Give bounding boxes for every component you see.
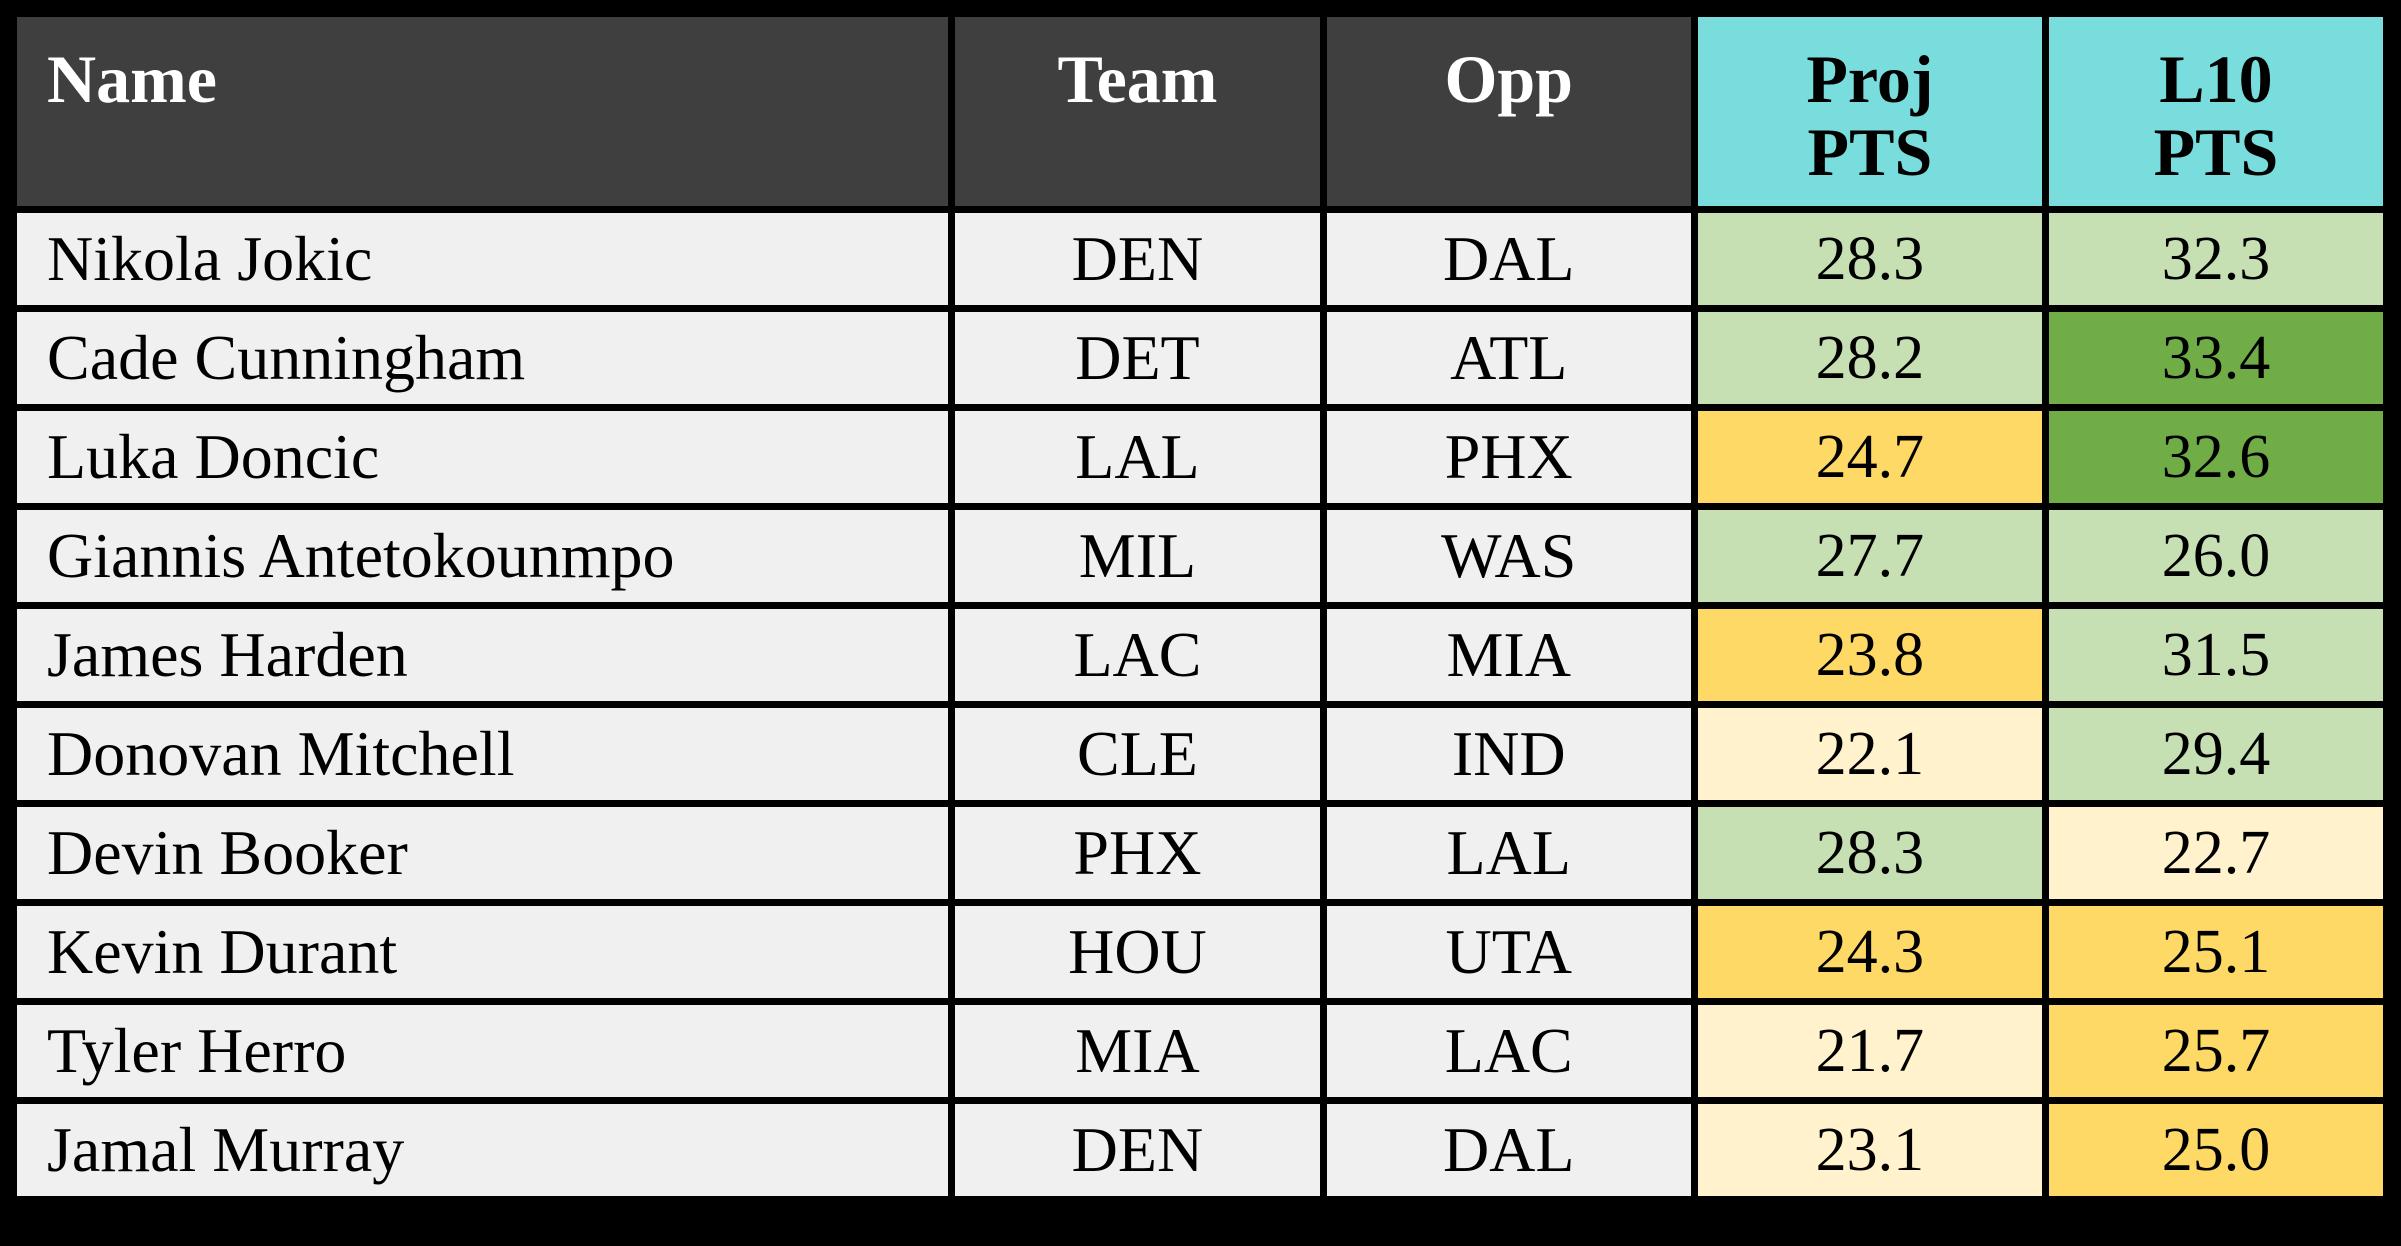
player-team-cell: CLE <box>948 701 1327 807</box>
proj-pts-cell: 23.1 <box>1690 1097 2049 1203</box>
l10-pts-cell: 25.7 <box>2041 998 2391 1104</box>
proj-pts-cell: 24.3 <box>1690 899 2049 1005</box>
header-row: Name Team Opp Proj PTS L10 PTS <box>9 10 2391 213</box>
l10-pts-cell: 31.5 <box>2041 602 2391 708</box>
proj-pts-cell: 23.8 <box>1690 602 2049 708</box>
l10-pts-cell: 22.7 <box>2041 800 2391 906</box>
player-name-cell: Donovan Mitchell <box>9 701 956 807</box>
player-row: James Harden LAC MIA 23.8 31.5 <box>9 602 2391 708</box>
player-team-cell: DEN <box>948 1097 1327 1203</box>
l10-pts-cell: 32.6 <box>2041 404 2391 510</box>
l10-pts-cell: 32.3 <box>2041 206 2391 312</box>
player-row: Tyler Herro MIA LAC 21.7 25.7 <box>9 998 2391 1104</box>
player-opp-cell: ATL <box>1319 305 1698 411</box>
proj-pts-line1: Proj <box>1806 41 1934 117</box>
l10-pts-cell: 25.0 <box>2041 1097 2391 1203</box>
player-opp-cell: DAL <box>1319 206 1698 312</box>
proj-pts-cell: 28.3 <box>1690 800 2049 906</box>
l10-pts-cell: 26.0 <box>2041 503 2391 609</box>
player-team-cell: MIA <box>948 998 1327 1104</box>
column-header-l10-pts: L10 PTS <box>2041 10 2391 213</box>
player-name-cell: Cade Cunningham <box>9 305 956 411</box>
player-opp-cell: IND <box>1319 701 1698 807</box>
player-opp-cell: UTA <box>1319 899 1698 1005</box>
proj-pts-cell: 22.1 <box>1690 701 2049 807</box>
player-opp-cell: DAL <box>1319 1097 1698 1203</box>
l10-pts-line1: L10 <box>2159 41 2273 117</box>
proj-pts-cell: 27.7 <box>1690 503 2049 609</box>
player-points-table-wrap: Name Team Opp Proj PTS L10 PTS Nikola Jo… <box>9 10 2391 1203</box>
column-header-proj-pts: Proj PTS <box>1690 10 2049 213</box>
player-team-cell: DEN <box>948 206 1327 312</box>
player-name-cell: Luka Doncic <box>9 404 956 510</box>
player-row: Jamal Murray DEN DAL 23.1 25.0 <box>9 1097 2391 1203</box>
player-row: Giannis Antetokounmpo MIL WAS 27.7 26.0 <box>9 503 2391 609</box>
player-name-cell: Nikola Jokic <box>9 206 956 312</box>
player-opp-cell: MIA <box>1319 602 1698 708</box>
player-row: Donovan Mitchell CLE IND 22.1 29.4 <box>9 701 2391 807</box>
proj-pts-cell: 28.3 <box>1690 206 2049 312</box>
player-name-cell: James Harden <box>9 602 956 708</box>
l10-pts-cell: 33.4 <box>2041 305 2391 411</box>
player-opp-cell: LAL <box>1319 800 1698 906</box>
player-opp-cell: WAS <box>1319 503 1698 609</box>
player-opp-cell: PHX <box>1319 404 1698 510</box>
player-team-cell: PHX <box>948 800 1327 906</box>
player-row: Cade Cunningham DET ATL 28.2 33.4 <box>9 305 2391 411</box>
proj-pts-cell: 28.2 <box>1690 305 2049 411</box>
proj-pts-cell: 24.7 <box>1690 404 2049 510</box>
player-name-cell: Tyler Herro <box>9 998 956 1104</box>
player-opp-cell: LAC <box>1319 998 1698 1104</box>
player-team-cell: MIL <box>948 503 1327 609</box>
player-name-cell: Kevin Durant <box>9 899 956 1005</box>
column-header-name: Name <box>9 10 956 213</box>
player-points-table: Name Team Opp Proj PTS L10 PTS Nikola Jo… <box>9 10 2391 1203</box>
l10-pts-cell: 29.4 <box>2041 701 2391 807</box>
player-team-cell: LAC <box>948 602 1327 708</box>
proj-pts-cell: 21.7 <box>1690 998 2049 1104</box>
player-row: Nikola Jokic DEN DAL 28.3 32.3 <box>9 206 2391 312</box>
column-header-team: Team <box>948 10 1327 213</box>
column-header-opp: Opp <box>1319 10 1698 213</box>
player-team-cell: LAL <box>948 404 1327 510</box>
player-row: Luka Doncic LAL PHX 24.7 32.6 <box>9 404 2391 510</box>
l10-pts-cell: 25.1 <box>2041 899 2391 1005</box>
player-team-cell: DET <box>948 305 1327 411</box>
player-name-cell: Jamal Murray <box>9 1097 956 1203</box>
l10-pts-line2: PTS <box>2153 114 2279 191</box>
player-row: Kevin Durant HOU UTA 24.3 25.1 <box>9 899 2391 1005</box>
player-name-cell: Devin Booker <box>9 800 956 906</box>
proj-pts-line2: PTS <box>1807 114 1933 191</box>
player-row: Devin Booker PHX LAL 28.3 22.7 <box>9 800 2391 906</box>
player-team-cell: HOU <box>948 899 1327 1005</box>
player-name-cell: Giannis Antetokounmpo <box>9 503 956 609</box>
